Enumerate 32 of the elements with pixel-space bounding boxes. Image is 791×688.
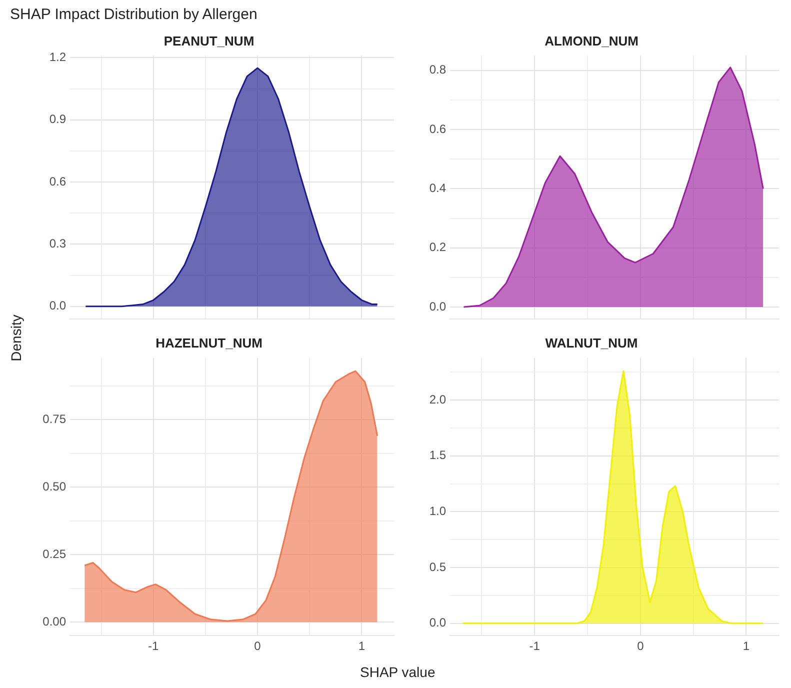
y-tick-label: 0.6 bbox=[429, 122, 446, 136]
chart-title: HAZELNUT_NUM bbox=[156, 335, 262, 350]
x-tick-label: 0 bbox=[637, 639, 644, 654]
y-tick-label: 0.3 bbox=[49, 236, 66, 251]
y-tick-label: 0.25 bbox=[42, 546, 66, 561]
y-axis-title: Density bbox=[8, 314, 24, 364]
chart-title: ALMOND_NUM bbox=[544, 33, 638, 48]
y-tick-label: 2.0 bbox=[429, 392, 446, 406]
chart-title: PEANUT_NUM bbox=[164, 33, 254, 48]
y-tick-label: 0.50 bbox=[42, 479, 66, 494]
y-tick-label: 0.00 bbox=[42, 614, 66, 628]
y-tick-label: 1.5 bbox=[429, 448, 446, 462]
y-tick-label: 0.2 bbox=[429, 240, 446, 254]
y-tick-label: 0.0 bbox=[429, 616, 446, 630]
x-tick-label: -1 bbox=[529, 639, 540, 654]
y-tick-label: 0.8 bbox=[429, 62, 446, 77]
y-tick-label: 1.2 bbox=[49, 50, 66, 64]
x-tick-label: 0 bbox=[254, 639, 262, 654]
y-tick-label: 0.75 bbox=[42, 412, 66, 426]
y-tick-label: 0.0 bbox=[429, 299, 446, 314]
y-tick-label: 0.6 bbox=[49, 174, 66, 188]
x-tick-label: 1 bbox=[742, 639, 750, 654]
text: SHAP Impact Distribution by Allergen bbox=[10, 6, 258, 23]
y-tick-label: 1.0 bbox=[429, 504, 446, 518]
y-tick-label: 0.9 bbox=[49, 112, 66, 126]
y-tick-label: 0.5 bbox=[429, 560, 446, 574]
chart-title: WALNUT_NUM bbox=[545, 335, 638, 350]
y-tick-label: 0.4 bbox=[429, 180, 446, 195]
x-tick-label: 1 bbox=[358, 639, 366, 654]
x-axis-title: SHAP value bbox=[360, 664, 436, 680]
x-tick-label: -1 bbox=[148, 639, 160, 654]
y-tick-label: 0.0 bbox=[49, 298, 66, 313]
